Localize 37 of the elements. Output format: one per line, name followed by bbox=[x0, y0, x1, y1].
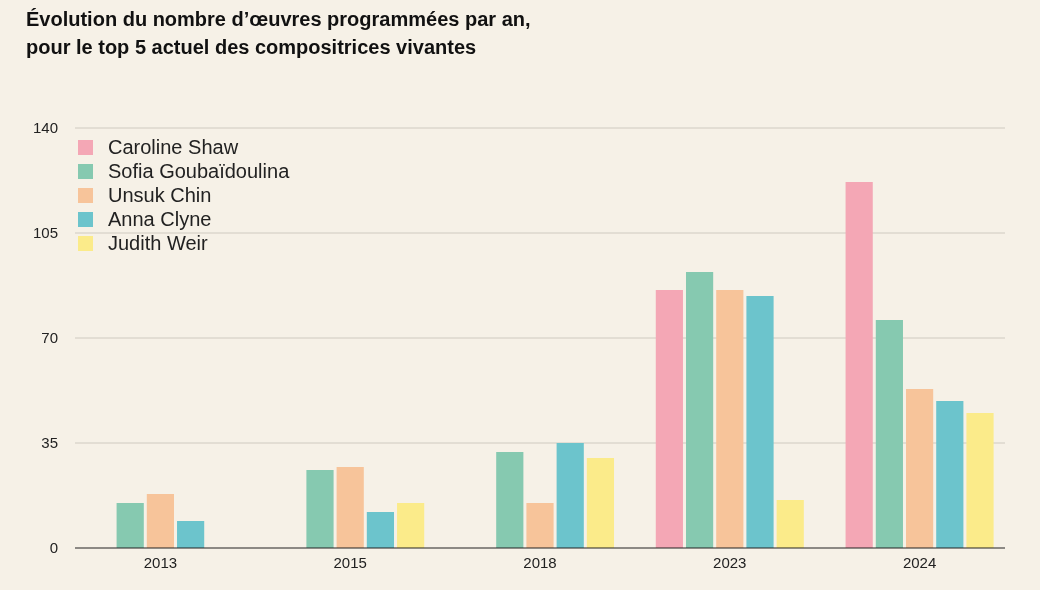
x-tick-label: 2015 bbox=[333, 554, 367, 571]
bar bbox=[116, 503, 144, 548]
legend-label: Caroline Shaw bbox=[108, 136, 239, 158]
bar bbox=[146, 494, 174, 548]
bar bbox=[875, 320, 903, 548]
legend-label: Unsuk Chin bbox=[108, 184, 212, 206]
x-tick-label: 2018 bbox=[523, 554, 557, 571]
legend-label: Judith Weir bbox=[108, 232, 209, 254]
bar bbox=[526, 503, 554, 548]
bar bbox=[655, 290, 683, 548]
y-tick-label: 140 bbox=[32, 119, 58, 136]
chart-title: Évolution du nombre d’œuvres programmées par an, pour le top 5 actuel des compositrices vivantes bbox=[26, 8, 531, 58]
bar bbox=[366, 512, 395, 548]
bar bbox=[177, 521, 205, 548]
legend-label: Anna Clyne bbox=[108, 208, 212, 230]
bar bbox=[336, 467, 364, 548]
legend-label: Sofia Goubaïdoulina bbox=[108, 160, 291, 182]
bar bbox=[966, 413, 994, 548]
y-tick-label: 35 bbox=[41, 434, 58, 451]
bar bbox=[906, 389, 934, 548]
bar bbox=[746, 296, 774, 548]
x-tick-label: 2023 bbox=[713, 554, 747, 571]
bar bbox=[556, 443, 584, 548]
bar bbox=[306, 470, 334, 548]
bar bbox=[776, 500, 804, 548]
y-tick-label: 70 bbox=[41, 329, 58, 346]
bar bbox=[397, 503, 425, 548]
x-tick-label: 2013 bbox=[143, 554, 178, 571]
y-tick-label: 105 bbox=[32, 224, 58, 241]
bar bbox=[845, 182, 873, 548]
bar bbox=[936, 401, 964, 548]
bar bbox=[685, 272, 714, 548]
x-tick-label: 2024 bbox=[902, 554, 937, 571]
y-tick-label: 0 bbox=[49, 539, 58, 556]
bar bbox=[586, 458, 615, 548]
bar bbox=[716, 290, 744, 548]
bar bbox=[496, 452, 524, 548]
